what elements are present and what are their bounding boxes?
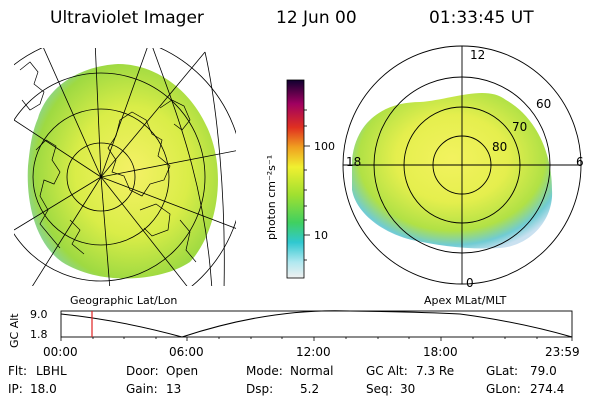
mlat-label-80: 80 (492, 140, 508, 154)
ip-value: 18.0 (30, 382, 57, 396)
gcalt-label: GC Alt: (366, 364, 408, 378)
timeline-y-tick-max: 9.0 (30, 308, 48, 321)
door-value: Open (166, 364, 199, 378)
left-panel-caption: Geographic Lat/Lon (70, 294, 178, 307)
door-label: Door: (126, 364, 159, 378)
colorbar-tick-100: 100 (314, 140, 335, 153)
timeline-x-tick-0600: 06:00 (169, 345, 204, 359)
timeline-y-label: GC Alt (8, 313, 21, 348)
mlt-label-18: 18 (346, 155, 362, 169)
flt-value: LBHL (36, 364, 67, 378)
polar-auroral-image (352, 92, 553, 249)
mode-label: Mode: (246, 364, 283, 378)
glon-label: GLon: (486, 382, 521, 396)
instrument-title: Ultraviolet Imager (50, 8, 204, 28)
timeline-y-tick-min: 1.8 (30, 328, 48, 341)
polar-grid (342, 45, 582, 285)
glat-label: GLat: (486, 364, 519, 378)
mode-value: Normal (290, 364, 334, 378)
timeline-x-tick-2359: 23:59 (545, 345, 580, 359)
flt-label: Flt: (8, 364, 27, 378)
timeline-x-tick-1800: 18:00 (423, 345, 458, 359)
ip-label: IP: (8, 382, 23, 396)
timeline-x-tick-0000: 00:00 (43, 345, 78, 359)
colorbar-tick-10: 10 (314, 229, 328, 242)
dsp-value: 5.2 (300, 382, 320, 396)
mlt-label-6: 6 (576, 155, 584, 169)
geographic-auroral-image (14, 48, 236, 286)
colorbar-unit-label: photon cm⁻²s⁻¹ (265, 154, 278, 240)
dsp-label: Dsp: (246, 382, 274, 396)
image-date: 12 Jun 00 (276, 8, 357, 28)
colorbar (286, 79, 305, 279)
mlt-label-12: 12 (470, 48, 486, 62)
seq-value: 30 (400, 382, 416, 396)
timeline-x-tick-1200: 12:00 (296, 345, 331, 359)
gcalt-value: 7.3 Re (416, 364, 455, 378)
gain-value: 13 (166, 382, 182, 396)
mlt-label-0: 0 (466, 276, 474, 290)
mlat-label-60: 60 (536, 97, 552, 111)
gain-label: Gain: (126, 382, 158, 396)
image-time: 01:33:45 UT (429, 8, 534, 28)
seq-label: Seq: (366, 382, 393, 396)
glon-value: 274.4 (530, 382, 565, 396)
altitude-curve (60, 310, 573, 338)
glat-value: 79.0 (530, 364, 557, 378)
mlat-label-70: 70 (512, 120, 528, 134)
right-panel-caption: Apex MLat/MLT (424, 294, 507, 307)
altitude-plot-frame (60, 310, 573, 338)
